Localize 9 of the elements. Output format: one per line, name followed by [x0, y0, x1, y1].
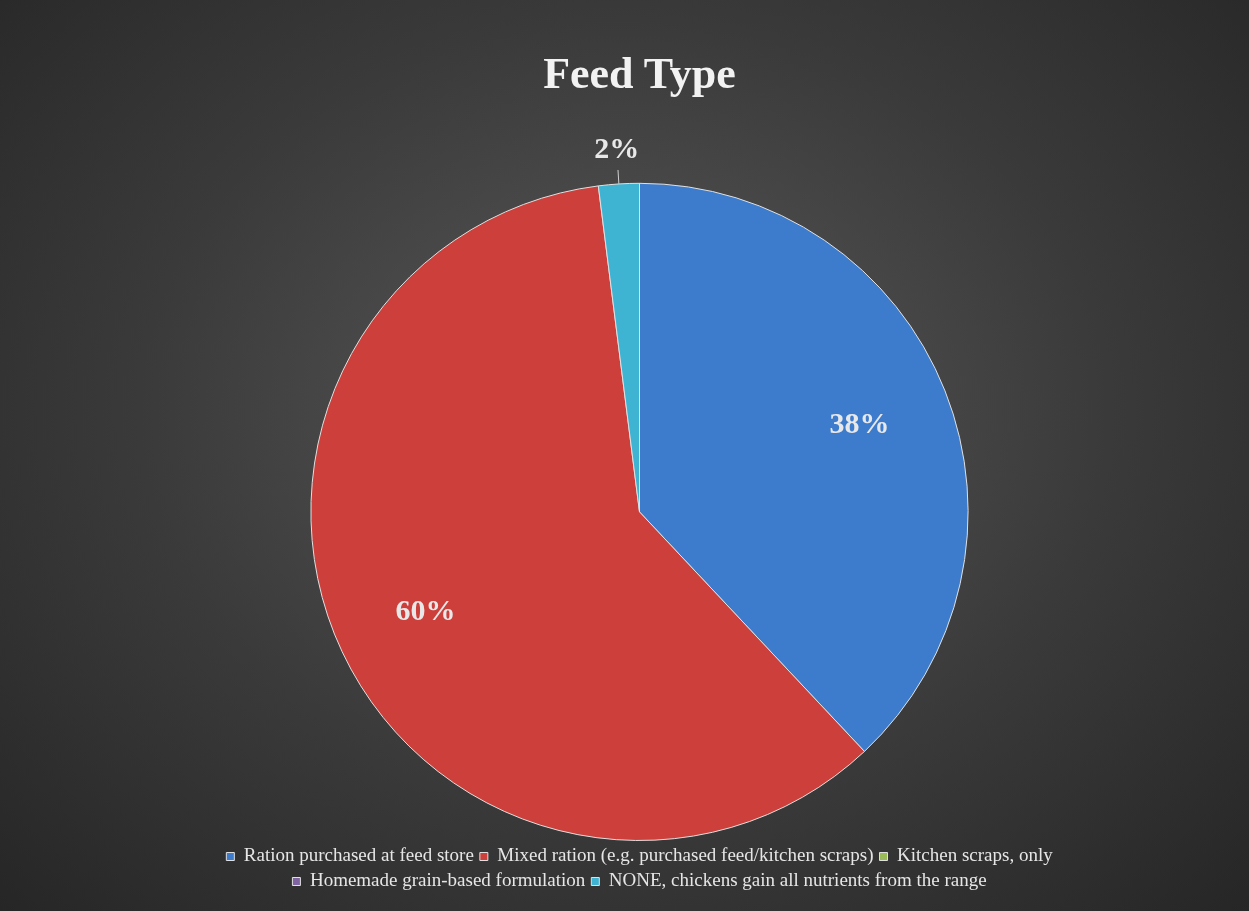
legend-label: Kitchen scraps, only: [897, 844, 1054, 866]
data-label: 2%: [594, 130, 640, 164]
data-label: 60%: [395, 593, 456, 627]
legend-label: Mixed ration (e.g. purchased feed/kitchen scraps): [497, 844, 874, 867]
legend-label: Ration purchased at feed store: [243, 844, 474, 866]
legend-label: NONE, chickens gain all nutrients from the range: [608, 869, 987, 891]
legend-label: Homemade grain-based formulation: [309, 869, 586, 891]
chart-title: Feed Type: [543, 48, 736, 98]
data-label: 38%: [829, 405, 890, 439]
